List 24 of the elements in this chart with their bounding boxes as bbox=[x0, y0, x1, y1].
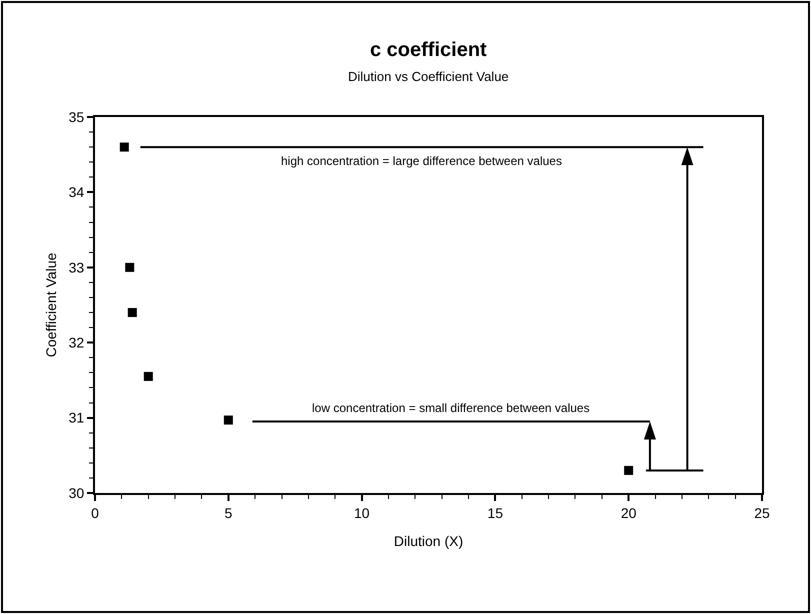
chart-title: c coefficient bbox=[370, 39, 488, 61]
point bbox=[624, 466, 634, 475]
y-axis-title: Coefficient Value bbox=[43, 252, 59, 358]
x-tick-label: 5 bbox=[224, 504, 232, 521]
ref-line-label: low concentration = small difference between values bbox=[312, 401, 590, 415]
x-tick-label: 25 bbox=[754, 504, 770, 521]
y-tick-label: 30 bbox=[68, 484, 84, 501]
point bbox=[120, 142, 129, 152]
x-tick-label: 15 bbox=[487, 504, 504, 521]
x-axis-title: Dilution (X) bbox=[394, 533, 464, 549]
y-tick-label: 34 bbox=[68, 184, 84, 200]
y-tick-label: 31 bbox=[68, 410, 84, 426]
y-tick-label: 35 bbox=[68, 108, 84, 125]
point bbox=[144, 372, 153, 381]
x-tick-label: 20 bbox=[620, 504, 637, 521]
point bbox=[224, 416, 233, 425]
point bbox=[125, 262, 134, 272]
x-tick-label: 10 bbox=[354, 504, 370, 521]
chart-subtitle: Dilution vs Coefficient Value bbox=[348, 69, 509, 84]
x-tick-label: 0 bbox=[91, 504, 100, 521]
ref-line-label: high concentration = large difference between values bbox=[281, 154, 562, 168]
y-tick-label: 32 bbox=[68, 334, 84, 350]
y-tick-label: 33 bbox=[68, 259, 84, 276]
point bbox=[128, 308, 137, 318]
